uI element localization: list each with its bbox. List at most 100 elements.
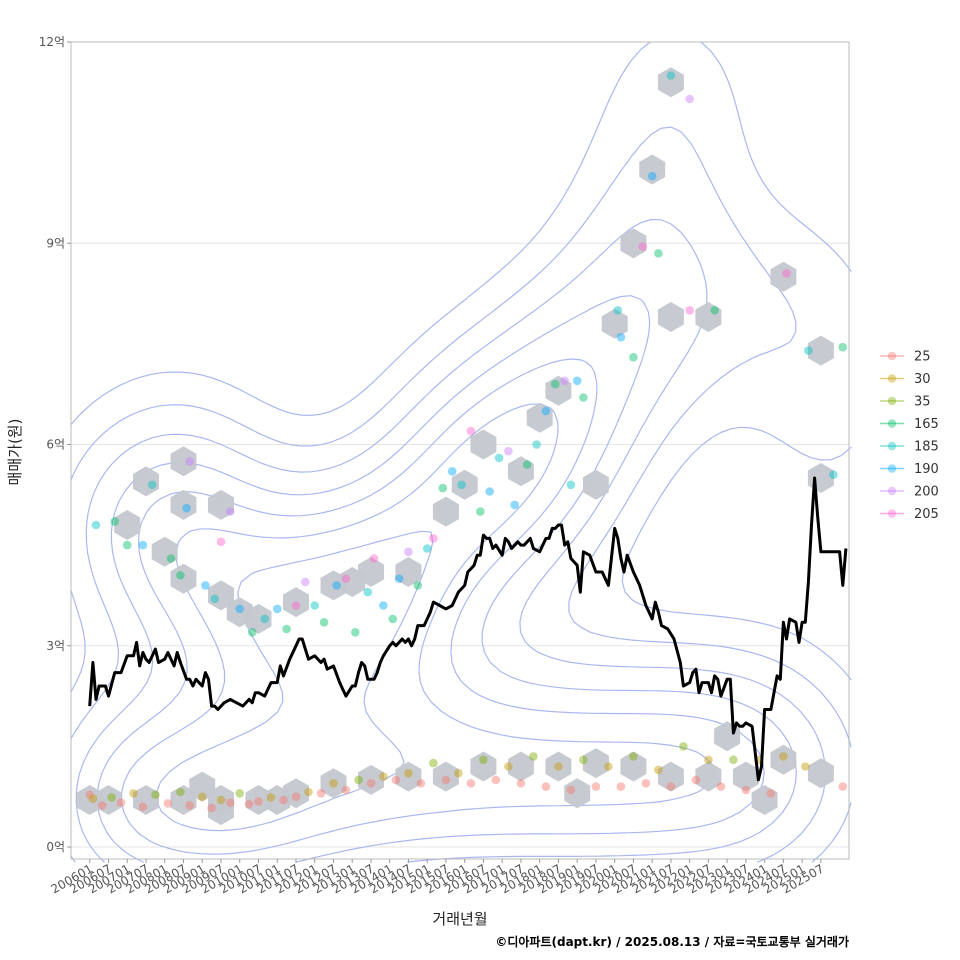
data-point: [129, 789, 138, 798]
data-point: [476, 507, 485, 516]
hexbin: [114, 510, 141, 540]
hexbin: [170, 446, 197, 477]
trend-line-layer: [88, 476, 848, 782]
hexbin: [208, 489, 234, 520]
data-point: [782, 269, 791, 278]
data-point: [207, 803, 216, 813]
data-point: [163, 799, 173, 808]
hexbin: [657, 302, 684, 332]
hexbin: [770, 261, 797, 292]
y-axis-ticks: 0억 3억 6억 9억 12억: [39, 35, 71, 854]
hexbin: [208, 580, 234, 611]
hexbin: [695, 761, 722, 792]
hexbin: [620, 751, 647, 782]
data-point: [235, 604, 244, 614]
data-point: [554, 762, 563, 771]
data-point: [91, 520, 101, 530]
data-point: [532, 440, 541, 449]
data-point: [666, 71, 676, 80]
legend-key-dot: [887, 441, 897, 451]
hexbin: [751, 785, 778, 815]
data-point: [310, 601, 320, 610]
data-point: [551, 379, 560, 389]
data-point: [226, 507, 235, 516]
data-point: [351, 628, 360, 637]
legend-label: 190: [914, 462, 939, 477]
data-point: [647, 171, 657, 181]
data-point: [447, 467, 457, 476]
panel-border: [70, 41, 850, 860]
legend-label: 200: [914, 485, 939, 500]
hexbin: [807, 335, 834, 366]
data-point: [716, 782, 726, 791]
hexbin: [395, 761, 422, 792]
hexbin: [545, 751, 572, 782]
data-point: [185, 801, 194, 810]
density-contour: [156, 530, 434, 832]
data-point: [741, 785, 751, 795]
hexbin: [601, 308, 628, 339]
data-point: [441, 775, 451, 785]
data-point: [260, 614, 270, 624]
data-point: [413, 581, 423, 590]
data-point: [266, 793, 276, 802]
legend-label: 165: [914, 417, 939, 432]
data-point: [329, 779, 338, 788]
data-point: [491, 775, 501, 785]
data-point: [579, 393, 588, 402]
data-point: [494, 453, 504, 463]
hexbin: [470, 429, 497, 460]
data-point: [457, 480, 466, 490]
data-point: [566, 785, 576, 795]
data-point: [138, 540, 148, 550]
data-point: [504, 762, 513, 771]
hexbin: [95, 785, 122, 815]
data-point: [729, 755, 738, 765]
data-point: [147, 480, 157, 490]
data-point: [654, 249, 663, 258]
data-point: [116, 798, 126, 807]
hexbin: [695, 302, 722, 332]
data-point: [560, 376, 569, 386]
data-point: [466, 779, 476, 788]
legend-label: 35: [914, 395, 931, 410]
hexbin: [283, 778, 309, 809]
y-tick-label: 9억: [46, 236, 65, 250]
data-point: [504, 446, 513, 456]
legend-label: 25: [914, 350, 931, 365]
data-point: [110, 517, 119, 526]
data-point: [510, 500, 519, 510]
hexbin: [432, 761, 459, 792]
data-point: [685, 306, 694, 315]
hexbin: [451, 469, 478, 500]
data-point: [629, 353, 638, 362]
data-point: [579, 755, 588, 765]
data-point: [332, 581, 341, 590]
data-point: [572, 376, 582, 386]
data-point: [416, 779, 426, 788]
hexbin: [395, 557, 422, 587]
hexbin: [807, 758, 834, 789]
hexbin: [170, 563, 197, 594]
hexbin: [283, 587, 309, 618]
data-point: [341, 574, 351, 583]
data-point: [185, 457, 194, 466]
hexbin: [133, 466, 159, 497]
data-point: [838, 342, 848, 352]
hexbin: [151, 536, 178, 567]
legend: 25 30 35 165 185 190 200 205: [880, 350, 939, 522]
hexbin: [545, 375, 572, 406]
density-contour: [120, 403, 715, 855]
data-point: [291, 792, 301, 801]
data-point: [838, 782, 848, 791]
hexbin: [620, 228, 647, 259]
data-point: [201, 581, 210, 590]
data-point: [247, 628, 257, 637]
hexbin: [320, 768, 347, 799]
caption: ©디아파트(dapt.kr) / 2025.08.13 / 자료=국토교통부 실…: [495, 934, 849, 949]
data-point: [804, 346, 813, 355]
data-point: [282, 624, 291, 634]
y-tick-label: 6억: [46, 438, 65, 452]
y-tick-label: 12억: [39, 35, 65, 49]
data-point: [319, 618, 329, 627]
